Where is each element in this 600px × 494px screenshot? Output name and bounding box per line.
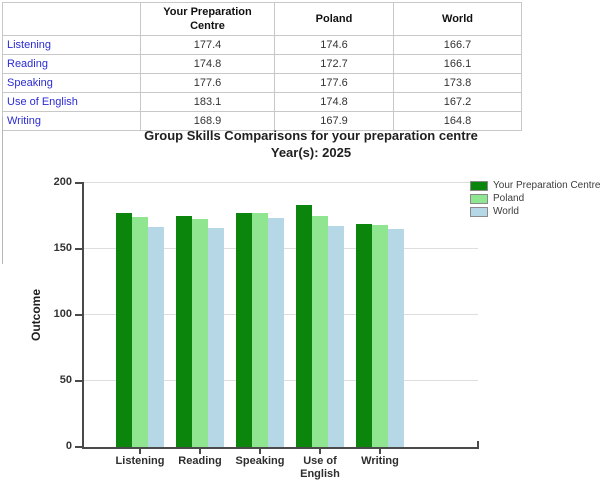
skill-label-cell: Use of English	[2, 92, 141, 112]
skill-link[interactable]: Reading	[7, 58, 48, 70]
y-tick	[75, 314, 82, 316]
score-cell: 177.6	[140, 73, 275, 93]
gridline	[83, 248, 478, 249]
y-tick-label: 0	[65, 440, 72, 452]
score-cell: 177.4	[140, 35, 275, 55]
x-category-label: Listening	[115, 455, 165, 467]
gridline	[83, 182, 478, 183]
table-row: Listening 177.4 174.6 166.7	[2, 35, 522, 55]
y-tick-label: 50	[59, 374, 72, 386]
x-category-label: Reading	[178, 455, 222, 467]
legend-item: World	[470, 205, 600, 218]
x-tick	[199, 449, 201, 454]
bar	[328, 226, 344, 447]
y-tick-label: 150	[53, 242, 72, 254]
x-tick	[319, 449, 321, 454]
score-cell: 172.7	[274, 54, 394, 74]
chart-title-block: Group Skills Comparisons for your prepar…	[83, 127, 539, 161]
legend-item: Your Preparation Centre	[470, 179, 600, 192]
score-cell: 167.9	[274, 111, 394, 131]
chart-subtitle: Year(s): 2025	[270, 145, 352, 160]
bar	[388, 229, 404, 447]
results-table: Your Preparation Centre Poland World Liste…	[2, 2, 522, 131]
legend-swatch	[470, 193, 488, 204]
score-cell: 166.1	[393, 54, 522, 74]
score-cell: 164.8	[393, 111, 522, 131]
skill-label-cell: Reading	[2, 54, 141, 74]
table-header-cell: Poland	[274, 2, 394, 36]
table-row: Use of English 183.1 174.8 167.2	[2, 92, 522, 112]
x-tick	[379, 449, 381, 454]
score-cell: 174.6	[274, 35, 394, 55]
gridline	[83, 314, 478, 315]
score-cell: 166.7	[393, 35, 522, 55]
x-axis	[82, 447, 479, 449]
bar	[192, 219, 208, 447]
bar	[312, 216, 328, 447]
score-cell: 177.6	[274, 73, 394, 93]
y-tick	[75, 248, 82, 250]
table-head: Your Preparation Centre Poland World	[2, 2, 522, 36]
y-tick	[75, 446, 82, 448]
legend-swatch	[470, 206, 488, 217]
table-row: Speaking 177.6 177.6 173.8	[2, 73, 522, 93]
bar	[208, 227, 224, 447]
y-axis-label: Outcome	[29, 288, 43, 342]
gridline	[83, 380, 478, 381]
legend: Your Preparation Centre Poland World	[470, 179, 600, 218]
legend-swatch	[470, 180, 488, 191]
bar	[176, 216, 192, 447]
table-header-cell: World	[393, 2, 522, 36]
bar	[236, 212, 252, 447]
table-body: Listening 177.4 174.6 166.7 Reading 174.8 172.…	[2, 35, 522, 131]
table-row: Reading 174.8 172.7 166.1	[2, 54, 522, 74]
score-cell: 183.1	[140, 92, 275, 112]
legend-item: Poland	[470, 192, 600, 205]
x-category-label: Writing	[361, 455, 399, 467]
legend-label: World	[493, 206, 519, 217]
skill-label-cell: Writing	[2, 111, 141, 131]
bar	[356, 224, 372, 447]
skill-link[interactable]: Use of English	[7, 96, 78, 108]
results-table-wrap: Your Preparation Centre Poland World Liste…	[2, 2, 522, 131]
legend-label: Your Preparation Centre	[493, 180, 600, 191]
x-tick	[259, 449, 261, 454]
bar	[148, 226, 164, 447]
score-cell: 168.9	[140, 111, 275, 131]
y-tick	[75, 182, 82, 184]
bar	[252, 212, 268, 447]
skill-label-cell: Speaking	[2, 73, 141, 93]
bar	[372, 225, 388, 447]
frame-border-line	[2, 117, 3, 264]
y-tick	[75, 380, 82, 382]
x-axis-end-tick	[477, 441, 479, 447]
table-header-row: Your Preparation Centre Poland World	[2, 2, 522, 36]
skill-link[interactable]: Speaking	[7, 77, 53, 89]
skill-label-cell: Listening	[2, 35, 141, 55]
table-header-cell	[2, 2, 141, 36]
y-tick-label: 200	[53, 176, 72, 188]
bar	[296, 205, 312, 447]
table-row: Writing 168.9 167.9 164.8	[2, 111, 522, 131]
table-header-cell: Your Preparation Centre	[140, 2, 275, 36]
score-cell: 174.8	[140, 54, 275, 74]
skill-link[interactable]: Listening	[7, 39, 52, 51]
score-cell: 174.8	[274, 92, 394, 112]
score-cell: 173.8	[393, 73, 522, 93]
bar	[268, 217, 284, 447]
y-tick-label: 100	[53, 308, 72, 320]
x-tick	[139, 449, 141, 454]
score-cell: 167.2	[393, 92, 522, 112]
bar	[116, 212, 132, 447]
y-axis	[82, 182, 84, 449]
x-category-label: Speaking	[235, 455, 285, 467]
bar	[132, 216, 148, 447]
skill-link[interactable]: Writing	[7, 115, 42, 127]
x-category-label: Use of English	[300, 455, 340, 480]
legend-label: Poland	[493, 193, 525, 204]
